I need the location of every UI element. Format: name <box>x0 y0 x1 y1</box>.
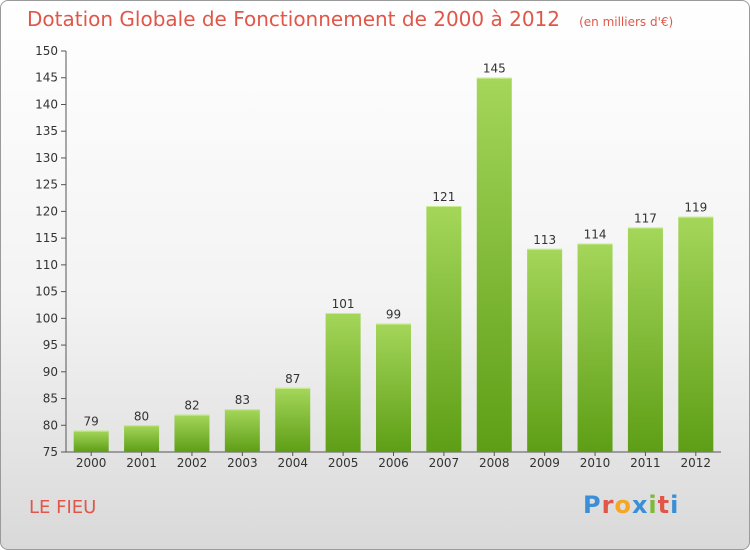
y-tick-label: 110 <box>35 258 58 272</box>
value-label-2008: 145 <box>483 62 506 76</box>
logo-letter: t <box>657 491 671 519</box>
x-tick-label-2012: 2012 <box>681 456 712 470</box>
x-tick-label-2005: 2005 <box>328 456 359 470</box>
bar-2001 <box>124 425 160 452</box>
x-tick-label-2010: 2010 <box>580 456 611 470</box>
value-label-2009: 113 <box>533 233 556 247</box>
y-tick-label: 125 <box>35 178 58 192</box>
bar-2011 <box>627 227 663 452</box>
value-label-2006: 99 <box>386 308 401 322</box>
logo-letter: r <box>601 491 615 519</box>
commune-name: LE FIEU <box>29 497 97 518</box>
value-label-2007: 121 <box>432 190 455 204</box>
bar-2005 <box>325 312 361 452</box>
logo-letter: P <box>583 491 602 519</box>
value-label-2003: 83 <box>235 393 250 407</box>
value-label-2000: 79 <box>84 415 99 429</box>
logo-letter: x <box>631 491 649 519</box>
bar-2007 <box>426 206 462 452</box>
proxiti-logo: Proxiti <box>583 491 679 519</box>
y-tick-label: 135 <box>35 124 58 138</box>
x-tick-label-2007: 2007 <box>429 456 460 470</box>
x-tick-label-2003: 2003 <box>227 456 258 470</box>
bar-2010 <box>577 243 613 452</box>
y-tick-label: 130 <box>35 151 58 165</box>
x-axis: 2000 2001 2002 2003 2004 2005 2006 2007 2008 2009… <box>66 451 721 470</box>
y-tick-label: 100 <box>35 311 58 325</box>
value-label-2001: 80 <box>134 409 149 423</box>
bar-2006 <box>376 323 411 452</box>
logo-letter: o <box>614 491 632 519</box>
value-label-2010: 114 <box>584 227 607 241</box>
bar-2012 <box>678 216 714 452</box>
x-tick-label-2002: 2002 <box>177 456 208 470</box>
bar-2004 <box>275 387 311 452</box>
x-tick-label-2009: 2009 <box>529 456 560 470</box>
y-tick-label: 85 <box>43 392 58 406</box>
value-label-2011: 117 <box>634 211 657 225</box>
y-tick-label: 90 <box>43 365 58 379</box>
x-tick-label-2008: 2008 <box>479 456 510 470</box>
y-tick-label: 105 <box>35 285 58 299</box>
x-tick-label-2006: 2006 <box>378 456 409 470</box>
logo-letter: i <box>670 491 680 519</box>
value-label-2012: 119 <box>684 201 707 215</box>
bars: 79 80 82 83 87 101 99 121 145 113 114 117 119 <box>73 62 714 452</box>
y-tick-label: 145 <box>35 71 58 85</box>
chart-title: Dotation Globale de Fonctionnement de 20… <box>27 7 560 31</box>
value-label-2005: 101 <box>332 297 355 311</box>
logo-letter: i <box>648 491 658 519</box>
y-tick-label: 80 <box>43 418 58 432</box>
x-tick-label-2011: 2011 <box>630 456 661 470</box>
y-tick-label: 140 <box>35 97 58 111</box>
y-tick-label: 120 <box>35 204 58 218</box>
bar-2000 <box>73 430 109 452</box>
x-tick-label-2004: 2004 <box>277 456 308 470</box>
y-tick-label: 115 <box>35 231 58 245</box>
y-tick-label: 150 <box>35 44 58 58</box>
x-tick-label-2001: 2001 <box>126 456 157 470</box>
bar-2008 <box>476 77 512 452</box>
bar-2009 <box>527 248 563 452</box>
y-tick-label: 95 <box>43 338 58 352</box>
unit-note: (en milliers d'€) <box>579 15 674 29</box>
y-tick-label: 75 <box>43 445 58 459</box>
bar-2002 <box>174 414 210 452</box>
value-label-2004: 87 <box>285 372 300 386</box>
bar-2003 <box>224 409 260 452</box>
value-label-2002: 82 <box>184 399 199 413</box>
chart-title-block: Dotation Globale de Fonctionnement de 20… <box>27 7 673 31</box>
y-axis: 75 80 85 90 95 100 105 110 115 120 125 130 135 140 145… <box>35 44 67 459</box>
x-tick-label-2000: 2000 <box>76 456 107 470</box>
